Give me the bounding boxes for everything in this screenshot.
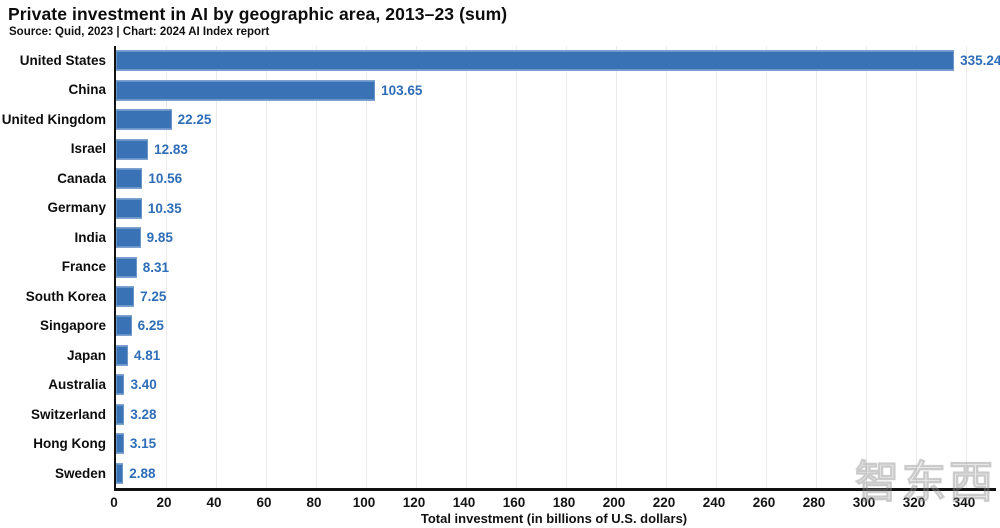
grid-line bbox=[366, 46, 367, 488]
bar-value-label: 12.83 bbox=[154, 141, 188, 157]
grid-line bbox=[966, 46, 967, 488]
bar bbox=[116, 462, 124, 484]
bar-value-label: 2.88 bbox=[129, 465, 156, 481]
category-label: Switzerland bbox=[30, 406, 106, 422]
bar bbox=[116, 109, 172, 131]
bar bbox=[116, 197, 142, 219]
bar-value-label: 3.40 bbox=[130, 377, 157, 393]
grid-line bbox=[566, 46, 567, 488]
bar-value-label: 8.31 bbox=[142, 259, 170, 275]
x-tick-label: 340 bbox=[952, 495, 976, 510]
plot-area: 335.24 103.65 22.25 12.83 10.56 10.35 9.85 8.31… bbox=[114, 46, 1000, 491]
category-label: China bbox=[68, 82, 106, 98]
grid-line bbox=[516, 46, 517, 488]
x-tick-label: 120 bbox=[402, 495, 426, 510]
x-tick-label: 0 bbox=[110, 495, 118, 510]
category-label: United States bbox=[19, 53, 106, 68]
bar-value-label: 6.25 bbox=[137, 318, 164, 334]
bar bbox=[116, 315, 132, 337]
x-tick-label: 140 bbox=[452, 495, 476, 510]
bar bbox=[116, 79, 376, 101]
bar-value-label: 3.15 bbox=[129, 436, 157, 452]
category-label: South Korea bbox=[25, 288, 106, 304]
x-tick-label: 200 bbox=[602, 495, 626, 510]
bar bbox=[116, 374, 125, 396]
x-tick-label: 40 bbox=[206, 495, 222, 510]
grid-line bbox=[166, 46, 167, 488]
bar bbox=[116, 50, 955, 72]
bar-value-label: 4.81 bbox=[134, 347, 161, 363]
x-tick-label: 60 bbox=[256, 495, 272, 510]
y-axis-labels: United States China United Kingdom Israel Ca… bbox=[0, 46, 106, 488]
x-axis-label: Total investment (in billions of U.S. do… bbox=[420, 511, 688, 526]
x-tick-label: 220 bbox=[652, 495, 676, 510]
bar-value-label: 10.56 bbox=[148, 171, 183, 187]
x-tick-label: 280 bbox=[802, 495, 826, 510]
grid-line bbox=[866, 46, 867, 488]
grid-line bbox=[266, 46, 267, 488]
category-label: Singapore bbox=[39, 318, 106, 334]
category-label: France bbox=[61, 259, 106, 275]
grid-line bbox=[466, 46, 467, 488]
x-tick-label: 260 bbox=[752, 495, 776, 510]
grid-line bbox=[716, 46, 717, 488]
bar bbox=[116, 256, 137, 278]
grid-line bbox=[316, 46, 317, 488]
x-tick-label: 100 bbox=[352, 495, 376, 510]
bar bbox=[116, 285, 135, 307]
grid-line bbox=[616, 46, 617, 488]
x-tick-label: 180 bbox=[552, 495, 576, 510]
bar-value-label: 3.28 bbox=[130, 406, 157, 422]
category-label: Germany bbox=[47, 200, 106, 216]
bar bbox=[116, 403, 125, 425]
category-label: Hong Kong bbox=[33, 436, 106, 452]
bar bbox=[116, 344, 129, 366]
x-tick-label: 160 bbox=[502, 495, 526, 510]
bar bbox=[116, 227, 141, 249]
x-tick-label: 300 bbox=[852, 495, 876, 510]
x-tick-label: 320 bbox=[902, 495, 926, 510]
chart-title: Private investment in AI by geographic a… bbox=[8, 4, 508, 24]
grid-line bbox=[816, 46, 817, 488]
category-label: Japan bbox=[66, 347, 106, 363]
grid-line bbox=[216, 46, 217, 488]
category-label: Sweden bbox=[54, 465, 106, 481]
x-tick-label: 20 bbox=[156, 495, 172, 510]
bar bbox=[116, 168, 143, 190]
grid-line bbox=[766, 46, 767, 488]
grid-line bbox=[416, 46, 417, 488]
bar bbox=[116, 433, 124, 455]
category-label: India bbox=[74, 229, 106, 245]
category-label: Canada bbox=[57, 170, 106, 186]
bar-value-label: 335.24 bbox=[960, 53, 1000, 69]
category-label: Australia bbox=[48, 377, 106, 393]
x-tick-label: 80 bbox=[306, 495, 322, 510]
bar-value-label: 9.85 bbox=[146, 230, 173, 246]
bar-value-label: 103.65 bbox=[381, 82, 423, 98]
bar bbox=[116, 138, 149, 160]
category-label: United Kingdom bbox=[1, 111, 106, 127]
bar-value-label: 22.25 bbox=[177, 112, 212, 128]
grid-line bbox=[916, 46, 917, 488]
chart-subtitle: Source: Quid, 2023 | Chart: 2024 AI Inde… bbox=[9, 26, 270, 38]
category-label: Israel bbox=[70, 141, 106, 157]
bar-value-label: 7.25 bbox=[140, 288, 167, 304]
grid-line bbox=[666, 46, 667, 488]
x-axis-tick-labels: 0 20 40 60 80 100 120 140 160 180 200 220 240 260 280 3… bbox=[110, 495, 994, 513]
bar-value-label: 10.35 bbox=[147, 200, 182, 216]
x-tick-label: 240 bbox=[702, 495, 726, 510]
